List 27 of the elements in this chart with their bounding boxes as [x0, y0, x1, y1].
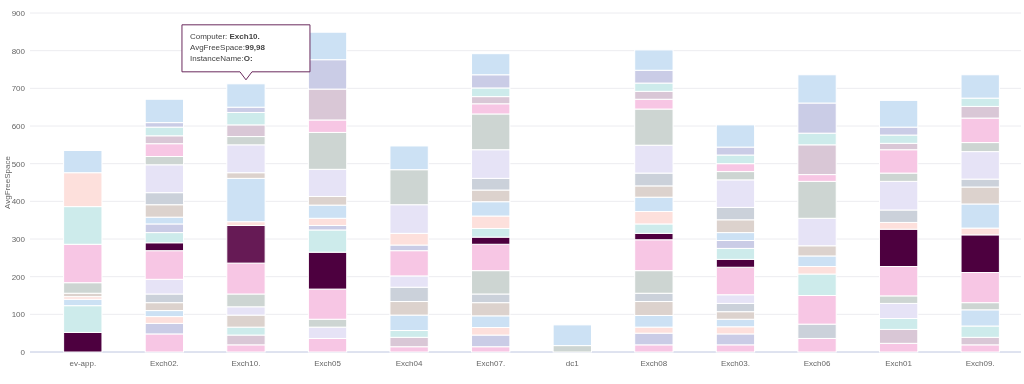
- y-tick-label: 700: [11, 84, 26, 94]
- x-tick-label: Exch01: [885, 359, 913, 369]
- x-tick-label: Exch03.: [721, 359, 750, 369]
- y-tick-label: 400: [11, 197, 26, 207]
- x-tick-label: Exch04: [395, 359, 424, 369]
- x-tick-label: Exch09.: [965, 359, 995, 369]
- y-tick-label: 600: [11, 122, 26, 132]
- y-axis-title: AvgFreeSpace: [3, 155, 12, 209]
- x-tick-label: Exch02.: [149, 359, 179, 369]
- y-tick-label: 900: [11, 9, 26, 19]
- y-tick-label: 0: [20, 348, 26, 358]
- x-tick-label: Exch10.: [231, 359, 261, 369]
- y-tick-label: 200: [11, 272, 26, 282]
- annotation: Computer: Exch10.: [189, 31, 260, 41]
- bar: [144, 98, 185, 124]
- annotation: AvgFreeSpace:99,98: [189, 42, 266, 52]
- y-tick-label: 300: [11, 235, 26, 245]
- x-tick-label: Exch08: [640, 359, 668, 369]
- y-tick-label: 800: [11, 46, 26, 56]
- annotation: InstanceName:O:: [189, 53, 253, 63]
- x-tick-label: ev-app.: [69, 359, 97, 369]
- x-tick-label: dc1: [565, 359, 580, 369]
- y-tick-label: 500: [11, 159, 26, 169]
- x-tick-label: Exch05: [314, 359, 342, 369]
- y-tick-label: 100: [11, 310, 26, 320]
- x-tick-label: Exch07.: [476, 359, 506, 369]
- x-tick-label: Exch06: [803, 359, 831, 369]
